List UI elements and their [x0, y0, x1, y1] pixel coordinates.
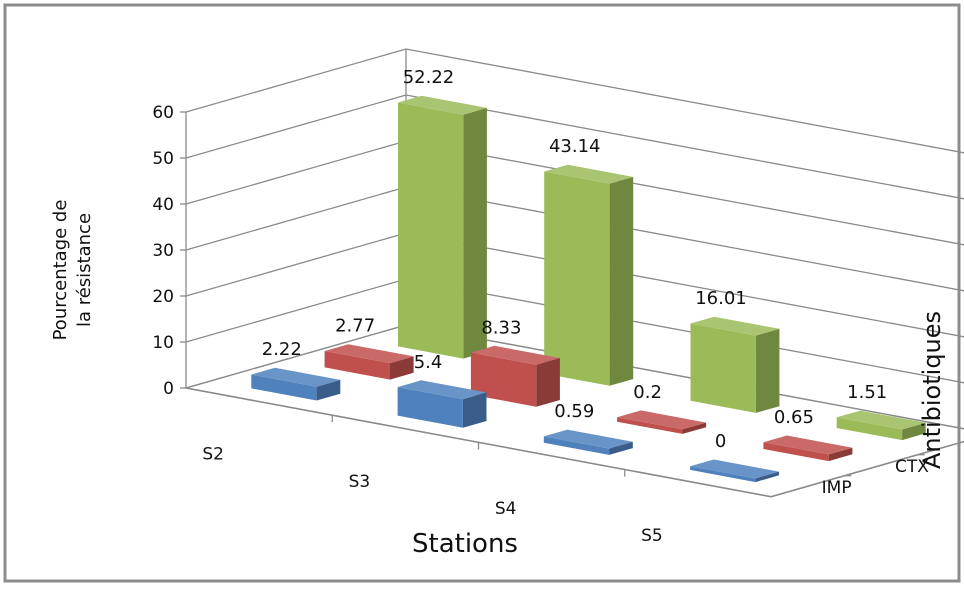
bar-side-face — [316, 379, 341, 401]
bar-top-face — [398, 95, 487, 115]
z-tick-label: 40 — [152, 195, 174, 215]
bar-top-face — [397, 380, 487, 400]
category-label: S2 — [202, 445, 224, 465]
bar-ctx-s4 — [617, 410, 707, 434]
data-label: 52.22 — [403, 67, 455, 88]
bar-imp-s2 — [251, 367, 341, 401]
bar-side-face — [462, 392, 487, 428]
bar-top-face — [543, 429, 633, 449]
z-axis-title-line-1: Pourcentage de — [50, 200, 71, 341]
bar-imp-s5 — [690, 459, 779, 483]
series-label: IMP — [822, 478, 852, 498]
bar-top-face — [690, 459, 779, 479]
category-label: S4 — [495, 499, 517, 519]
bar-front-face — [397, 387, 463, 428]
x-axis-title: Stations — [412, 529, 518, 559]
bar-front-face — [544, 171, 610, 386]
bar-imp-s3 — [397, 380, 487, 428]
z-tick-label: 60 — [152, 103, 174, 123]
bar-front-face — [836, 417, 903, 441]
bar-top-face — [690, 316, 780, 336]
bar-front-face — [398, 102, 464, 359]
z-axis-title-line-2: la résistance — [74, 213, 95, 327]
bar-ctx-s5 — [763, 435, 853, 462]
data-label: 43.14 — [549, 136, 601, 157]
bar-front-face — [543, 436, 610, 455]
bar-side-face — [682, 422, 707, 434]
bar-front-face — [690, 466, 756, 483]
data-label: 0.59 — [554, 401, 594, 422]
bar-amx-s3 — [544, 164, 634, 386]
z-tick-label: 50 — [152, 149, 174, 169]
data-label: 1.51 — [847, 382, 887, 403]
bar-amx-s4 — [690, 316, 780, 413]
bar-side-face — [828, 447, 853, 462]
bar-side-face — [390, 356, 414, 380]
bar-amx-s2 — [398, 95, 487, 359]
z-tick-label: 20 — [152, 287, 174, 307]
bar-front-face — [251, 374, 317, 401]
data-label: 2.22 — [262, 339, 302, 360]
bar-amx-s5 — [836, 410, 926, 441]
chart-bars — [251, 95, 926, 483]
bar-side-face — [755, 328, 780, 413]
bar-top-face — [324, 344, 414, 364]
data-label: 0 — [715, 431, 726, 452]
bar-front-face — [763, 442, 829, 462]
bar-side-face — [463, 107, 487, 359]
series-axis-title: Antibiotiques — [918, 311, 946, 469]
z-tick-label: 10 — [152, 333, 174, 353]
bar-top-face — [251, 367, 341, 387]
bar-front-face — [690, 323, 756, 413]
z-tick-label: 0 — [163, 379, 174, 399]
bar-ctx-s3 — [470, 345, 560, 407]
bar-side-face — [755, 471, 779, 483]
bar-ctx-s2 — [324, 344, 414, 380]
bar-side-face — [609, 176, 634, 386]
bar-top-face — [763, 435, 853, 455]
bar-top-face — [470, 345, 560, 365]
bar-imp-s4 — [543, 429, 633, 455]
category-label: S5 — [641, 526, 663, 546]
gridline — [185, 48, 964, 154]
chart-walls: 0102030405060S2S3S4S5IMPCTXAMX — [152, 48, 964, 546]
z-tick-label: 30 — [152, 241, 174, 261]
data-label: 8.33 — [481, 317, 521, 338]
data-label: 0.2 — [633, 382, 662, 403]
bar-side-face — [536, 358, 560, 407]
data-label: 16.01 — [695, 288, 747, 309]
data-label: 2.77 — [335, 316, 375, 337]
bar-top-face — [836, 410, 926, 430]
bar-side-face — [609, 441, 633, 455]
bar-top-face — [544, 164, 634, 184]
bar-front-face — [617, 417, 683, 434]
chart-labels: 52.22 43.14 16.01 1.51 2.77 8.33 0.2 0.65 2.22 5.… — [262, 67, 887, 452]
bar-front-face — [470, 352, 537, 407]
data-label: 5.4 — [414, 352, 443, 373]
category-label: S3 — [349, 472, 371, 492]
series-label: CTX — [895, 457, 929, 477]
data-label: 0.65 — [774, 407, 814, 428]
bar-top-face — [617, 410, 707, 430]
bar-side-face — [902, 422, 926, 441]
series-axis-line — [770, 440, 964, 498]
bar-front-face — [324, 351, 390, 380]
